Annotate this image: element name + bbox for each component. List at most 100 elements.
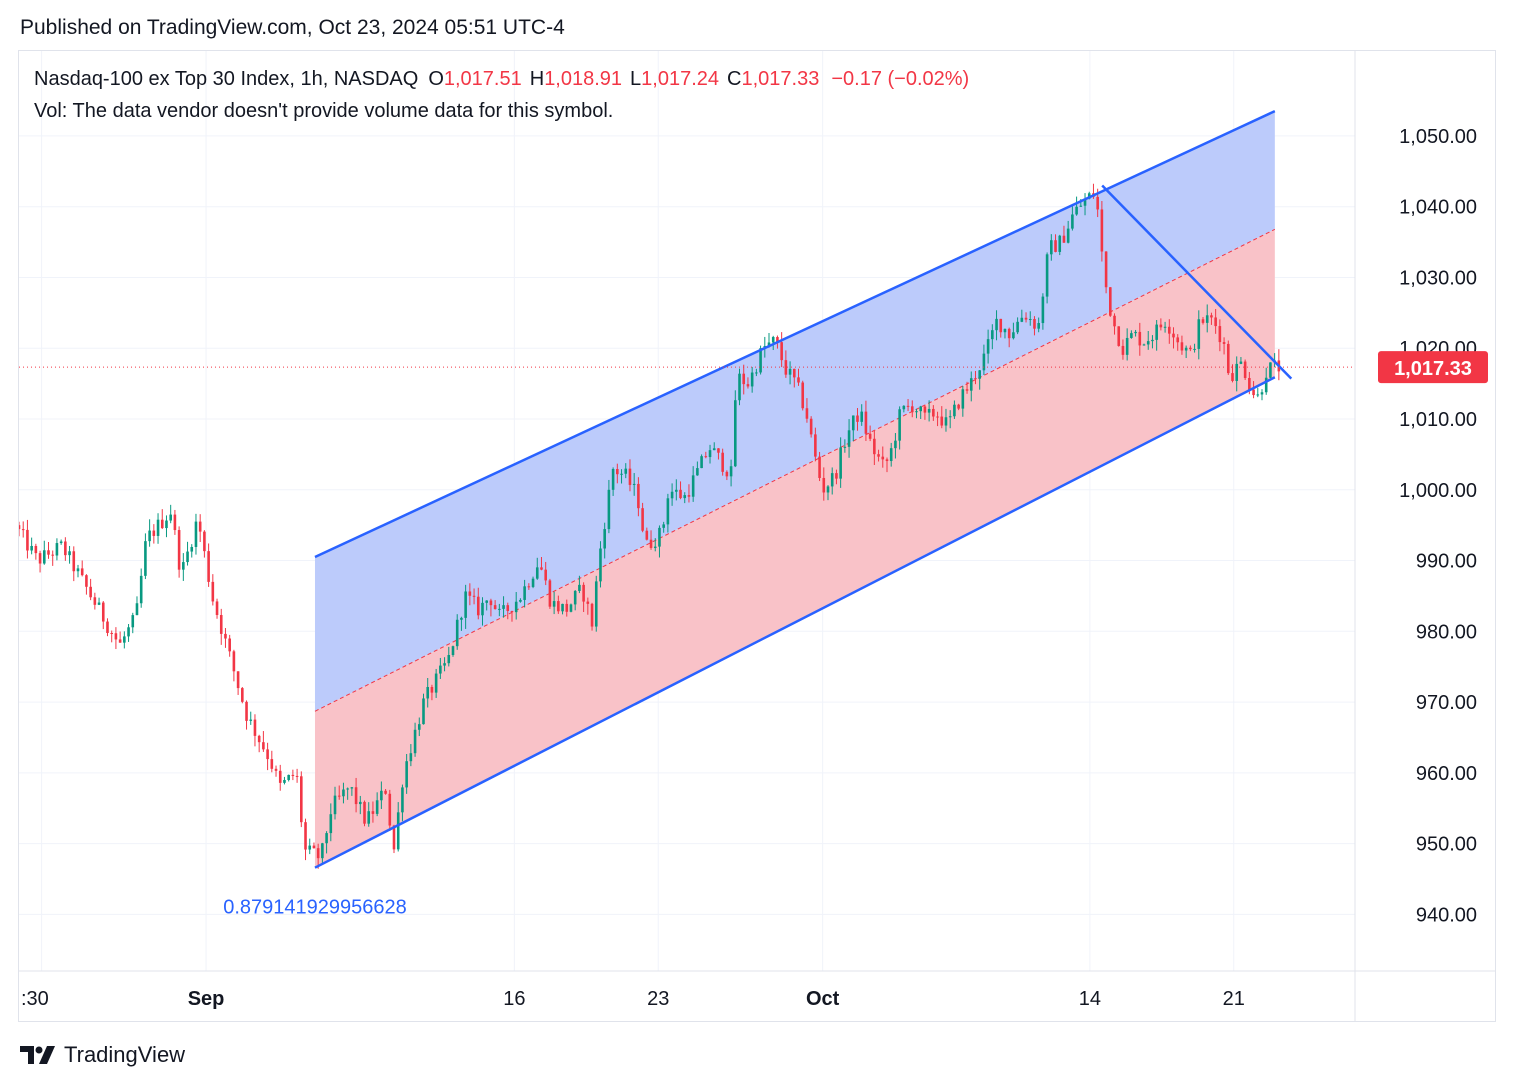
legend-volume-note: Vol: The data vendor doesn't provide vol… [34,100,614,122]
candle-down [262,742,265,750]
candle-down [489,600,493,606]
candle-up [447,655,451,664]
candle-up [342,789,345,797]
candle-up [519,599,522,602]
candle-down [270,759,274,769]
candle-up [460,617,463,620]
candle-up [485,600,489,603]
candle-down [241,688,244,702]
candle-down [274,768,278,771]
candle-up [847,430,851,447]
candle-up [194,521,198,547]
candle-down [801,382,805,409]
candle-up [1155,324,1158,340]
candle-up [860,411,864,422]
legend-symbol: Nasdaq-100 ex Top 30 Index, 1h, NASDAQ [34,68,419,90]
candle-up [413,729,417,754]
candle-up [329,814,333,834]
candle-up [1079,205,1083,207]
candle-up [531,578,535,587]
candle-up [135,603,139,616]
candle-down [291,774,295,776]
candle-down [1159,324,1163,328]
candle-down [228,638,231,652]
candle-down [266,749,269,760]
candle-up [658,527,661,547]
candle-up [1260,392,1264,395]
candle-up [750,372,754,387]
candle-down [392,825,396,850]
candle-up [708,450,712,458]
candle-down [940,416,944,426]
candle-up [1264,377,1268,393]
candle-up [995,318,998,331]
legend-close-label: C [727,68,742,90]
last-price-badge [1378,351,1488,384]
candle-down [1226,343,1230,374]
x-tick-label: 16 [503,988,525,1010]
candle-up [1235,363,1239,381]
candle-up [249,719,253,721]
y-tick-label: 1,050.00 [1399,126,1477,148]
candle-down [1024,317,1028,320]
candle-up [350,787,354,789]
candle-up [771,337,775,343]
candle-up [422,698,425,725]
legend-open-label: O [428,68,444,90]
candle-down [1109,287,1112,316]
candle-up [434,673,438,693]
candle-up [611,469,615,490]
y-tick-label: 1,040.00 [1399,197,1477,219]
candle-down [21,529,25,531]
candle-down [278,770,282,783]
y-tick-label: 1,000.00 [1399,480,1477,502]
x-tick-label: :30 [21,988,49,1010]
candle-up [944,417,948,426]
candle-down [80,568,84,576]
candle-up [1071,214,1074,229]
candle-down [873,438,876,455]
y-tick-label: 970.00 [1416,692,1477,714]
candle-down [85,575,88,587]
candle-up [401,787,404,813]
candle-up [696,468,699,476]
candle-up [367,811,371,824]
candle-down [864,411,868,434]
candle-up [982,353,986,371]
candle-up [889,448,893,462]
y-tick-label: 980.00 [1416,621,1477,643]
candle-up [535,567,539,579]
candle-up [182,562,185,570]
published-header: Published on TradingView.com, Oct 23, 20… [20,16,565,39]
candle-down [38,553,42,564]
candle-up [927,408,931,413]
candle-up [851,415,855,431]
chart-svg[interactable]: 0.879141929956628 940.00 950.00 960.00 970.0… [19,51,1495,1021]
candle-down [253,719,257,736]
candle-up [552,601,556,607]
candle-down [476,596,480,616]
candle-down [835,473,838,479]
candle-up [1256,394,1260,396]
candle-down [1176,337,1180,343]
candle-down [1113,315,1116,327]
candle-down [1231,373,1234,381]
candle-up [670,491,674,499]
candle-down [245,701,248,721]
candle-up [1075,206,1078,215]
y-tick-label: 940.00 [1416,904,1477,926]
candle-up [325,833,328,844]
candle-up [632,483,636,485]
candle-up [1193,348,1196,350]
candle-up [417,724,421,730]
candle-down [236,671,240,689]
candle-up [978,370,981,379]
candle-down [776,337,779,343]
candle-up [409,753,413,762]
candle-up [624,468,628,474]
candle-up [439,665,442,674]
y-tick-label: 1,030.00 [1399,267,1477,289]
candle-up [898,409,901,441]
candle-up [375,800,379,814]
channel-lower-line [314,376,1276,869]
